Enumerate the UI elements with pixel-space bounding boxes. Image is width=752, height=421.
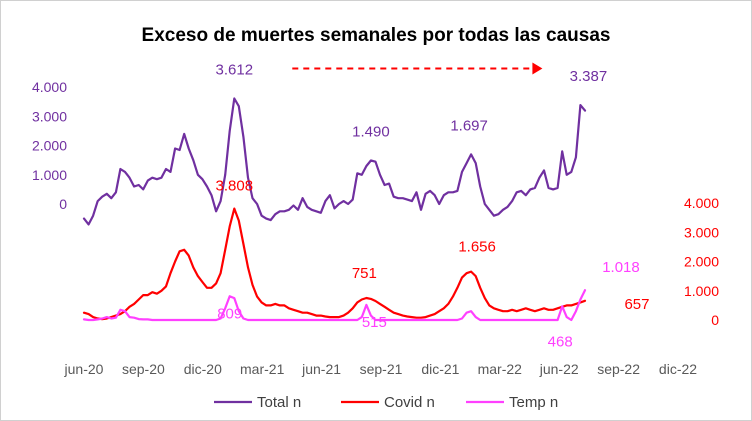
- data-labels: 3.612 1.490 1.697 3.387 3.808 751 1.656 657 809 5…: [216, 62, 650, 351]
- x-tick-label: jun-20: [64, 361, 104, 377]
- legend-label: Temp n: [509, 394, 558, 411]
- data-label: 1.490: [352, 123, 390, 140]
- trend-arrow: [292, 62, 543, 75]
- right-axis-ticks: 4.000 3.000 2.000 1.000 0: [684, 195, 719, 328]
- x-tick-label: mar-22: [478, 361, 523, 377]
- left-tick-label: 1.000: [32, 167, 67, 183]
- left-tick-label: 3.000: [32, 108, 67, 124]
- chart-title: Exceso de muertes semanales por todas la…: [142, 25, 611, 46]
- left-tick-label: 2.000: [32, 138, 67, 154]
- right-tick-label: 2.000: [684, 254, 719, 270]
- left-tick-label: 4.000: [32, 79, 67, 95]
- right-tick-label: 1.000: [684, 283, 719, 299]
- series-line-total-n: [82, 97, 587, 226]
- data-label: 3.808: [216, 178, 254, 195]
- x-axis-ticks: jun-20 sep-20 dic-20 mar-21 jun-21 sep-21 dic-…: [64, 361, 698, 377]
- data-label: 1.018: [602, 259, 640, 276]
- x-tick-label: jun-21: [301, 361, 341, 377]
- data-label: 1.697: [450, 117, 488, 134]
- legend-label: Total n: [257, 394, 301, 411]
- series-line-covid-n: [82, 207, 587, 321]
- left-axis-ticks: 4.000 3.000 2.000 1.000 0: [32, 79, 67, 212]
- legend-label: Covid n: [384, 394, 435, 411]
- x-tick-label: dic-22: [659, 361, 697, 377]
- right-tick-label: 0: [711, 312, 719, 328]
- trend-arrow-head: [532, 62, 543, 75]
- right-tick-label: 4.000: [684, 195, 719, 211]
- data-label: 3.387: [570, 68, 608, 85]
- series-lines: [82, 97, 587, 322]
- data-label: 515: [362, 314, 387, 331]
- x-tick-label: sep-21: [360, 361, 403, 377]
- x-tick-label: dic-20: [184, 361, 222, 377]
- data-label: 657: [624, 296, 649, 313]
- x-tick-label: sep-22: [597, 361, 640, 377]
- data-label: 3.612: [216, 62, 254, 79]
- x-tick-label: sep-20: [122, 361, 165, 377]
- data-label: 1.656: [458, 239, 496, 256]
- x-tick-label: mar-21: [240, 361, 285, 377]
- data-label: 468: [548, 333, 573, 350]
- x-tick-label: jun-22: [539, 361, 579, 377]
- series-line-temp-n: [82, 289, 587, 322]
- left-tick-label: 0: [59, 196, 67, 212]
- x-tick-label: dic-21: [421, 361, 459, 377]
- data-label: 751: [352, 265, 377, 282]
- data-label: 809: [217, 305, 242, 322]
- right-tick-label: 3.000: [684, 224, 719, 240]
- legend: Total n Covid n Temp n: [214, 394, 558, 411]
